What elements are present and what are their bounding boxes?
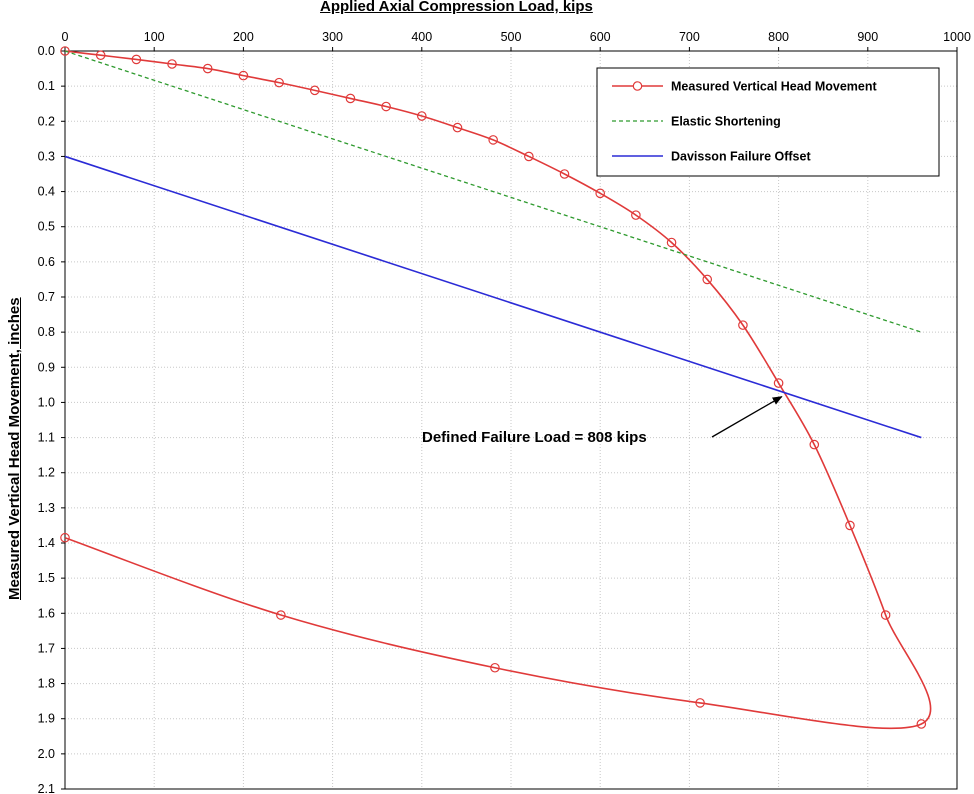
data-point	[595, 188, 605, 199]
data-point	[452, 122, 463, 133]
y-tick-label: 0.2	[38, 114, 55, 128]
legend-label-1: Elastic Shortening	[671, 115, 781, 129]
y-tick-label: 1.8	[38, 677, 55, 691]
data-point	[276, 610, 286, 620]
data-point	[559, 169, 570, 179]
x-tick-label: 0	[62, 30, 69, 44]
y-tick-label: 0.1	[38, 79, 55, 93]
y-tick-label: 1.6	[38, 606, 55, 620]
y-tick-label: 0.3	[38, 149, 55, 163]
series-line-0	[64, 50, 932, 730]
data-point	[666, 237, 677, 248]
x-tick-label: 400	[411, 30, 432, 44]
legend-label-2: Davisson Failure Offset	[671, 150, 811, 164]
x-tick-label: 700	[679, 30, 700, 44]
data-point	[202, 63, 213, 74]
data-point	[809, 439, 820, 450]
data-point	[524, 151, 534, 162]
y-tick-label: 1.4	[38, 536, 55, 550]
annotation-arrow	[711, 396, 783, 438]
legend: Measured Vertical Head Movement Elastic S…	[596, 67, 940, 177]
data-point	[345, 93, 356, 104]
data-point	[381, 101, 391, 112]
y-tick-label: 2.0	[38, 747, 55, 761]
y-tick-labels: 0.0 0.1 0.2 0.3 0.4 0.5 0.6 0.7 0.8 0.9 1.0 1.1 1.2 1…	[38, 44, 55, 794]
data-point	[880, 610, 891, 620]
x-tick-labels: 0 100 200 300 400 500 600 700 800 900 1000	[62, 30, 971, 44]
plot-frame	[64, 50, 958, 790]
data-point	[274, 77, 284, 88]
data-point	[95, 50, 106, 61]
data-point	[695, 698, 705, 708]
x-tick-label: 800	[768, 30, 789, 44]
x-tick-label: 900	[857, 30, 878, 44]
legend-label-0: Measured Vertical Head Movement	[671, 80, 877, 94]
data-point	[845, 520, 855, 531]
data-point	[60, 532, 70, 543]
data-point	[738, 320, 748, 330]
legend-marker	[632, 81, 643, 91]
data-point	[131, 54, 142, 65]
y-tick-label: 0.8	[38, 325, 55, 339]
data-point	[238, 70, 249, 81]
y-tick-label: 1.9	[38, 712, 55, 726]
y-tick-label: 0.6	[38, 255, 55, 269]
y-tick-label: 0.4	[38, 185, 55, 199]
series-group	[64, 50, 932, 730]
data-point	[488, 135, 498, 145]
y-tick-label: 1.1	[38, 431, 55, 445]
series-line-1	[64, 50, 922, 333]
y-tick-label: 1.3	[38, 501, 55, 515]
x-axis-title: Applied Axial Compression Load, kips	[320, 0, 593, 15]
y-tick-label: 0.0	[38, 44, 55, 58]
data-point	[60, 46, 70, 56]
annotation: Defined Failure Load = 808 kips	[422, 396, 783, 446]
data-point	[773, 378, 784, 388]
data-point	[490, 662, 500, 673]
y-tick-label: 0.9	[38, 360, 55, 374]
x-tick-label: 600	[590, 30, 611, 44]
x-tick-label: 200	[233, 30, 254, 44]
x-tick-label: 300	[322, 30, 343, 44]
x-tick-label: 100	[144, 30, 165, 44]
y-tick-label: 1.2	[38, 466, 55, 480]
y-tick-label: 0.7	[38, 290, 55, 304]
y-tick-label: 1.7	[38, 641, 55, 655]
data-point	[916, 719, 927, 729]
data-point	[702, 274, 713, 285]
x-tick-label: 500	[501, 30, 522, 44]
data-point	[416, 111, 427, 121]
marker-group	[60, 46, 927, 729]
data-point	[631, 210, 641, 220]
annotation-text: Defined Failure Load = 808 kips	[422, 429, 647, 446]
y-tick-label: 2.1	[38, 782, 55, 794]
x-tick-label: 1000	[943, 30, 971, 44]
data-point	[167, 59, 177, 69]
y-tick-label: 0.5	[38, 220, 55, 234]
y-tick-label: 1.5	[38, 571, 55, 585]
data-point	[309, 85, 320, 96]
series-line-2	[64, 155, 922, 439]
y-tick-label: 1.0	[38, 395, 55, 409]
